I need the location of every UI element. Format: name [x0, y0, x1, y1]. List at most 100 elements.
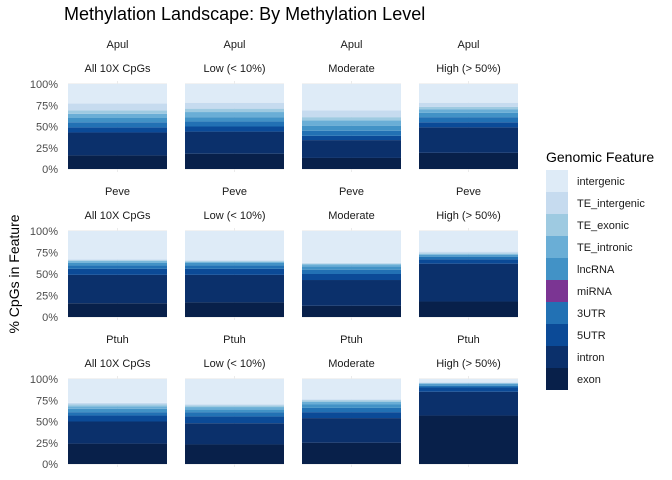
bar-segment-5utr	[185, 268, 284, 275]
bar-segment-te-intronic	[302, 120, 401, 126]
y-tick-label: 25%	[36, 438, 58, 450]
legend-label-te-intronic: TE_intronic	[577, 242, 633, 254]
bar-segment-te-exonic	[185, 405, 284, 408]
bar-segment-intron	[68, 274, 167, 304]
bar-segment-te-exonic	[419, 253, 518, 255]
bar-segment-te-intronic	[419, 383, 518, 385]
bar-segment-te-intronic	[419, 109, 518, 113]
legend-label-exon: exon	[577, 374, 601, 386]
strip-level-label: High (> 50%)	[436, 358, 501, 370]
bar-segment-te-intergenic	[185, 260, 284, 262]
bar-segment-exon	[185, 153, 284, 169]
legend-label-5utr: 5UTR	[577, 330, 606, 342]
bar-segment-intron	[68, 421, 167, 444]
y-tick-label: 25%	[36, 291, 58, 303]
bar-segment-te-exonic	[302, 117, 401, 121]
bar-segment-intron	[419, 127, 518, 153]
y-tick-label: 50%	[36, 269, 58, 281]
strip-level-label: All 10X CpGs	[84, 358, 151, 370]
bar-segment-intergenic	[419, 379, 518, 383]
strip-species-label: Apul	[340, 39, 362, 51]
bar-segment-3utr	[68, 122, 167, 128]
panel-peve-moderate: Peve Moderate	[302, 186, 401, 320]
strip-level-label: High (> 50%)	[436, 63, 501, 75]
bar-segment-intergenic	[185, 84, 284, 103]
y-tick-label: 100%	[30, 79, 58, 91]
panel-apul-high-50: Apul High (> 50%)	[419, 39, 518, 172]
bar-segment-lncrna	[68, 262, 167, 266]
panel-peve-all-10x-cpgs: Peve All 10X CpGs	[68, 186, 167, 320]
bar-segment-exon	[419, 415, 518, 464]
bar-segment-te-intergenic	[68, 259, 167, 261]
legend-title: Genomic Feature	[546, 149, 654, 165]
bar-segment-intergenic	[68, 231, 167, 260]
bar-segment-te-intronic	[185, 407, 284, 410]
bar-segment-te-intergenic	[185, 102, 284, 109]
y-tick-label: 0%	[42, 312, 58, 324]
y-axis-label: % CpGs in Feature	[6, 214, 22, 333]
bar-segment-te-intronic	[68, 406, 167, 409]
bar-segment-lncrna	[185, 262, 284, 266]
bar-segment-te-intergenic	[68, 402, 167, 405]
legend-label-3utr: 3UTR	[577, 308, 606, 320]
bar-segment-5utr	[419, 387, 518, 392]
y-tick-label: 75%	[36, 248, 58, 260]
bar-segment-exon	[302, 305, 401, 317]
legend-key-5utr	[546, 324, 568, 346]
bar-segment-3utr	[68, 412, 167, 416]
bar-segment-intron	[302, 140, 401, 158]
legend-label-lncrna: lncRNA	[577, 264, 615, 276]
bar-segment-5utr	[68, 415, 167, 422]
legend-key-te-exonic	[546, 214, 568, 236]
bar-segment-5utr	[185, 416, 284, 424]
y-tick-label: 25%	[36, 143, 58, 155]
y-tick-label: 50%	[36, 122, 58, 134]
bar-segment-lncrna	[302, 125, 401, 131]
strip-level-label: Low (< 10%)	[203, 358, 265, 370]
strip-level-label: Low (< 10%)	[203, 210, 265, 222]
bar-segment-intergenic	[185, 231, 284, 261]
bar-segment-te-intergenic	[302, 262, 401, 264]
panel-peve-high-50: Peve High (> 50%)	[419, 186, 518, 320]
bar-segment-5utr	[302, 135, 401, 141]
panel-ptuh-low-10: Ptuh Low (< 10%)	[185, 334, 284, 467]
panel-apul-low-10: Apul Low (< 10%)	[185, 39, 284, 172]
bar-segment-5utr	[68, 127, 167, 133]
bar-segment-te-intronic	[68, 261, 167, 263]
strip-species-label: Peve	[105, 186, 130, 198]
bar-segment-3utr	[302, 269, 401, 274]
strip-level-label: All 10X CpGs	[84, 210, 151, 222]
legend-label-intergenic: intergenic	[577, 176, 625, 188]
bar-segment-te-intronic	[185, 112, 284, 118]
bar-segment-intergenic	[302, 84, 401, 111]
bar-segment-intergenic	[68, 379, 167, 403]
legend-key-te-intronic	[546, 236, 568, 258]
bar-segment-intron	[185, 131, 284, 154]
y-tick-label: 75%	[36, 100, 58, 112]
strip-species-label: Peve	[339, 186, 364, 198]
bar-segment-exon	[419, 152, 518, 169]
bar-segment-exon	[68, 443, 167, 464]
bar-segment-3utr	[185, 121, 284, 127]
strip-species-label: Peve	[222, 186, 247, 198]
legend-key-te-intergenic	[546, 192, 568, 214]
legend: Genomic Feature intergenic TE_intergenic T…	[546, 149, 654, 390]
bar-segment-lncrna	[302, 266, 401, 270]
bar-segment-intergenic	[302, 231, 401, 263]
strip-species-label: Ptuh	[457, 334, 480, 346]
strip-species-label: Apul	[223, 39, 245, 51]
legend-key-lncrna	[546, 258, 568, 280]
bar-segment-lncrna	[185, 117, 284, 122]
bar-segment-te-intronic	[419, 254, 518, 256]
bar-segment-te-intronic	[68, 113, 167, 118]
strip-species-label: Apul	[106, 39, 128, 51]
bar-segment-lncrna	[68, 118, 167, 123]
legend-key-intergenic	[546, 170, 568, 192]
strip-species-label: Ptuh	[106, 334, 129, 346]
bar-segment-lncrna	[419, 112, 518, 118]
bar-segment-5utr	[302, 412, 401, 419]
bar-segment-lncrna	[419, 255, 518, 257]
bar-segment-5utr	[302, 274, 401, 281]
bar-segment-intergenic	[419, 231, 518, 252]
